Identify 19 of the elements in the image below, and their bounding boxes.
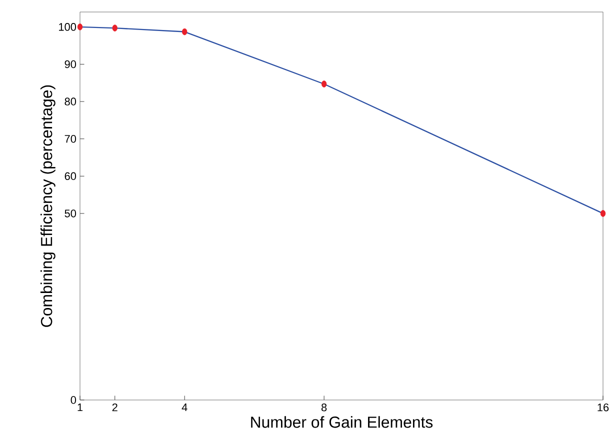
point <box>112 24 118 32</box>
point <box>321 80 327 88</box>
x-axis-title: Number of Gain Elements <box>251 416 433 428</box>
y-tick-label: 60 <box>64 172 76 180</box>
y-tick-label: 70 <box>64 134 76 143</box>
y-tick-label: 50 <box>64 210 76 218</box>
x-tick-label: 16 <box>598 404 609 412</box>
y-tick-label: 80 <box>64 98 76 106</box>
x-tick-label: 4 <box>182 404 188 412</box>
y-axis-title: Combining Efficiency (percentage) <box>40 85 56 327</box>
point <box>182 28 188 36</box>
x-tick-label: 2 <box>112 404 118 412</box>
point <box>77 24 83 30</box>
point <box>600 210 606 217</box>
x-tick-label: 8 <box>321 404 327 412</box>
y-tick-label: 0 <box>70 396 76 404</box>
y-tick-label: 90 <box>64 60 76 68</box>
y-tick-label: 100 <box>59 23 76 31</box>
x-tick-label: 1 <box>78 404 83 412</box>
